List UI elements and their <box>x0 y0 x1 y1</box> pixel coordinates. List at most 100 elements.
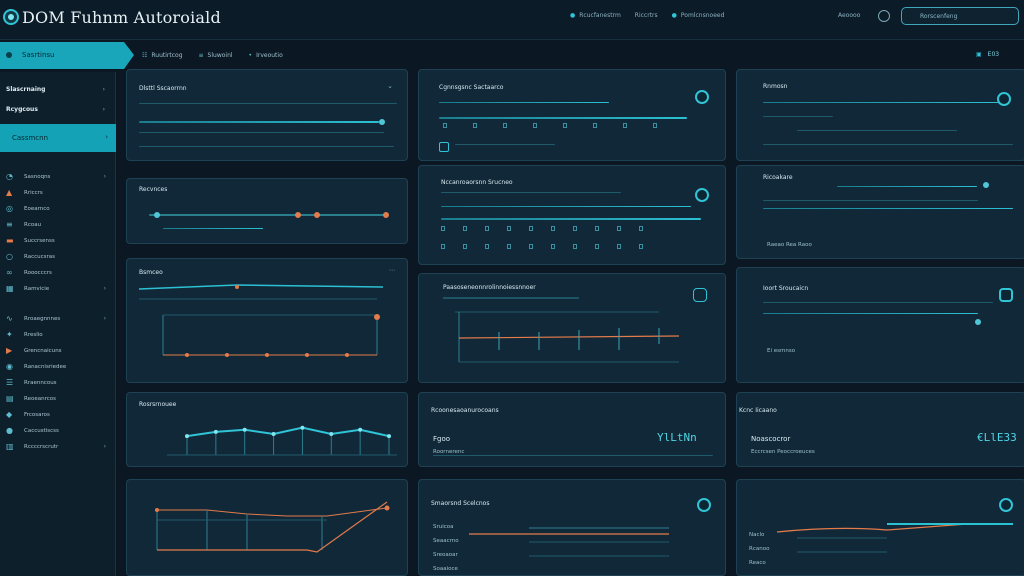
chevron-down-icon[interactable]: ⌄ <box>387 82 393 90</box>
fish-icon: ◆ <box>6 410 13 419</box>
data-point <box>185 434 189 439</box>
divider <box>763 144 1013 145</box>
sidebar-item[interactable]: ∿ Rroaegnnnes › <box>6 314 112 326</box>
checkbox-icon[interactable] <box>439 142 449 152</box>
sidebar-item-label: Rroaegnnnes <box>24 316 61 322</box>
sidebar-item[interactable]: ∞ Rooocccrs <box>6 268 112 280</box>
signal-icon: ▥ <box>6 442 14 451</box>
tab[interactable]: • Irveoutio <box>248 52 283 59</box>
divider <box>163 228 263 229</box>
sidebar-item[interactable]: ◎ Eoearnco <box>6 204 112 216</box>
panel-network-source: Nccanroaorsnn Srucneo <box>418 165 726 265</box>
more-icon[interactable]: ⋯ <box>389 267 395 274</box>
sidebar-header[interactable]: Slascrnaing <box>6 86 46 93</box>
chevron-right-icon: › <box>103 285 106 292</box>
refresh-icon[interactable] <box>999 498 1013 512</box>
sidebar-item-label: Frcosaros <box>24 412 50 418</box>
sidebar-item-label: Ramvicie <box>24 286 50 292</box>
list-icon: • <box>248 52 253 59</box>
sidebar-header[interactable]: Rcygcous <box>6 106 38 113</box>
sidebar-item[interactable]: ▶ Grencnaicuns <box>6 346 112 358</box>
tick-row <box>441 226 643 231</box>
disk-icon[interactable] <box>999 288 1013 302</box>
sidebar-item[interactable]: ◉ Ranacnisriedee <box>6 362 112 374</box>
sidebar-item[interactable]: ▤ Reoeanrcos <box>6 394 112 406</box>
sidebar-item[interactable]: ✦ Rreslio <box>6 330 112 342</box>
chevron-right-icon[interactable]: › <box>102 106 105 113</box>
divider <box>441 192 621 193</box>
chart-icon: ≡ <box>6 220 13 229</box>
wave-icon: ∿ <box>6 314 13 323</box>
panel-title: Nccanroaorsnn Srucneo <box>441 179 513 186</box>
refresh-icon[interactable] <box>697 498 711 512</box>
sidebar-item[interactable]: ☰ Rraenncous <box>6 378 112 390</box>
subheader-right-label[interactable]: E03 <box>976 51 999 58</box>
stat-subtext: Raeao Rea Raoo <box>767 242 812 248</box>
slider-knob[interactable] <box>295 212 301 218</box>
calendar-icon[interactable] <box>693 288 707 302</box>
sidebar-item[interactable]: ▦ Ramvicie › <box>6 284 112 296</box>
top-bar: DOM Fuhnm Autoroiald Rcucfanestrm Riccrt… <box>0 0 1024 40</box>
sidebar-item[interactable]: ◆ Frcosaros <box>6 410 112 422</box>
trend-chart <box>155 501 390 553</box>
status-dot <box>975 319 981 325</box>
search-icon[interactable] <box>695 90 709 104</box>
panel-title: Recvnces <box>139 186 168 193</box>
sidebar-item[interactable]: ▬ Succrsenss <box>6 236 112 248</box>
top-nav-link[interactable]: Pomlcnsnoeed <box>672 12 724 19</box>
sidebar-item[interactable]: ○ Raccucsras <box>6 252 112 264</box>
panel-title: Ioort Sroucaicn <box>763 285 809 292</box>
slider-knob[interactable] <box>314 212 320 218</box>
slider-knob[interactable] <box>154 212 160 218</box>
resource-bars-chart <box>443 297 680 363</box>
tab[interactable]: ☷ Ruutirtcog <box>142 52 183 59</box>
layers-icon: ▤ <box>6 394 14 403</box>
panel-base: Bsmceo ⋯ <box>126 258 408 383</box>
slider-knob[interactable] <box>383 212 389 218</box>
top-nav-link[interactable]: Riccrtrs <box>634 12 658 19</box>
sidebar-item-label: Rccccrscrutr <box>24 444 59 450</box>
grid-icon: ▦ <box>6 284 14 293</box>
resources-line-chart <box>167 425 397 456</box>
chevron-right-icon[interactable]: › <box>102 86 105 93</box>
bars-icon: ☰ <box>6 378 14 387</box>
sidebar-item[interactable]: ▲ Rriccrs <box>6 188 112 200</box>
sidebar-item[interactable]: ◔ Sasnoqns › <box>6 172 112 184</box>
data-point <box>271 432 276 436</box>
sidebar-item-label: Caccustiscss <box>24 428 59 434</box>
row-label: Seaacrno <box>433 538 459 544</box>
sidebar-item-label: Rcoau <box>24 222 42 228</box>
sidebar-item-label: Cassmcnn <box>12 134 49 142</box>
divider <box>797 130 957 131</box>
sidebar-item[interactable]: ▥ Rccccrscrutr › <box>6 442 112 454</box>
sidebar-item-active[interactable]: Cassmcnn › <box>0 124 116 152</box>
search-input[interactable]: Rorscenfeng <box>901 7 1019 25</box>
user-icon[interactable] <box>878 10 890 22</box>
top-nav-link[interactable]: Aeoooo <box>838 12 861 19</box>
panel-title: Paasoseneonnrolinnoiessnnoer <box>443 284 536 291</box>
breadcrumb-button[interactable]: Sasrtinsu <box>0 42 134 69</box>
sidebar-item[interactable]: ≡ Rcoau <box>6 220 112 232</box>
search-icon[interactable] <box>695 188 709 202</box>
divider <box>439 102 609 103</box>
top-nav-link[interactable]: Rcucfanestrm <box>570 12 621 19</box>
gauge-icon: ◔ <box>6 172 13 181</box>
tab[interactable]: ≡ Sluwoinl <box>198 52 233 59</box>
badge-icon: ● <box>6 426 13 435</box>
divider <box>139 103 397 104</box>
sidebar-item[interactable]: ● Caccustiscss <box>6 426 112 438</box>
progress-bar <box>439 117 687 119</box>
stat-subtext: Eccrcsen Peoccroeuces <box>751 449 815 455</box>
divider <box>139 146 394 147</box>
data-point <box>329 432 334 436</box>
info-icon[interactable] <box>997 92 1011 106</box>
grid-icon: ☷ <box>142 52 148 59</box>
divider <box>763 302 993 303</box>
panel-title: Cgnnsgsnc Sactaarco <box>439 84 504 91</box>
panel-title: Smaorsnd Scelcnos <box>431 500 490 507</box>
chevron-right-icon: › <box>103 173 106 180</box>
slider-knob[interactable] <box>379 119 385 125</box>
data-point <box>387 434 391 439</box>
range-slider[interactable] <box>149 214 385 216</box>
divider <box>763 102 999 103</box>
